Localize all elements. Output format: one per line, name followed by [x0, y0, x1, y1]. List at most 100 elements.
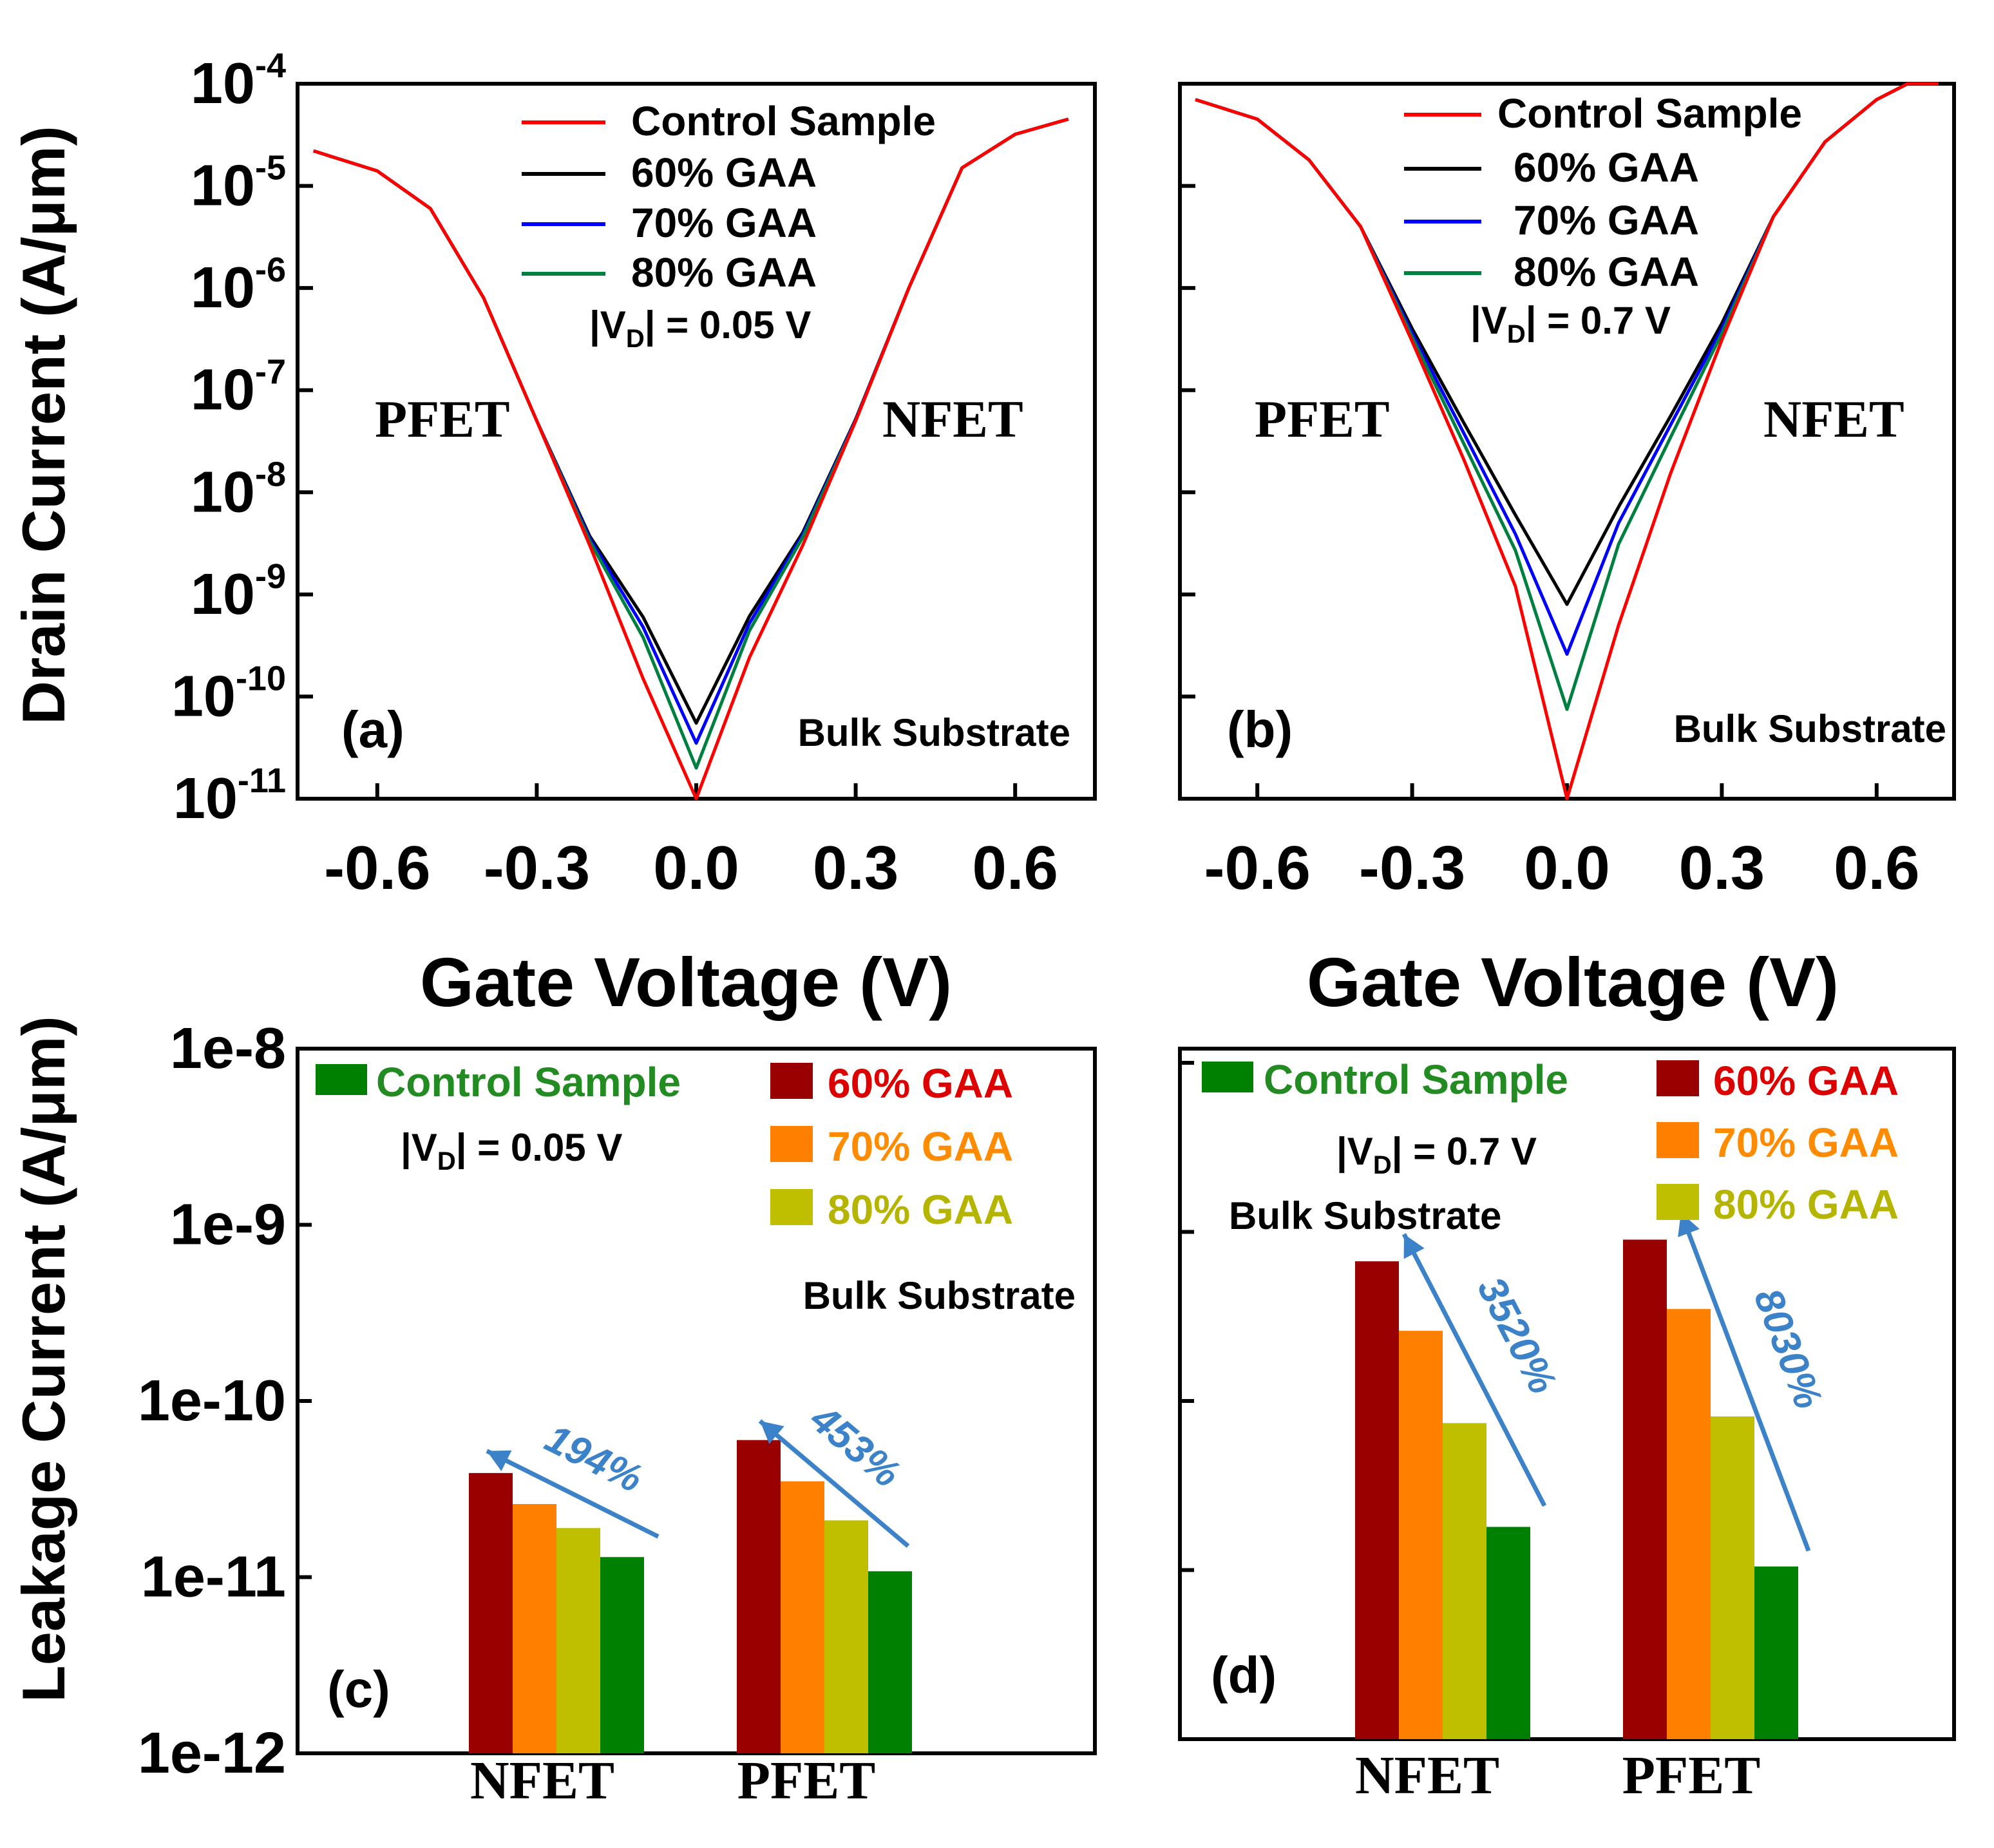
y-axis-label-bottom: Leakage Current (A/μm) [10, 1016, 77, 1702]
legend-label-70-c: 70% GAA [828, 1123, 1013, 1170]
bar-nfet-80-gaa-d [1443, 1423, 1486, 1739]
legend-a: Control Sample 60% GAA 70% GAA 80% GAA [522, 98, 936, 296]
y-tick-label-c: 1e-9 [170, 1193, 286, 1257]
y-ticks-d [1180, 1061, 1194, 1741]
substrate-label-d: Bulk Substrate [1229, 1194, 1501, 1237]
y-tick-label-a: 10-7 [191, 353, 286, 423]
bar-pfet-60-gaa-d [1623, 1239, 1667, 1739]
x-tick-label-b: -0.3 [1359, 834, 1465, 902]
legend-swatch-70-c [770, 1126, 813, 1162]
legend-label-60-d: 60% GAA [1713, 1058, 1899, 1104]
legend-swatch-control-c [316, 1064, 367, 1095]
series-lines-a [313, 117, 1069, 801]
legend-swatch-control-d [1202, 1062, 1253, 1092]
x-tick-label-b: 0.6 [1834, 834, 1919, 902]
panel-b: -0.6 -0.3 0.0 0.3 0.6 Control Sample 60% GAA… [1178, 82, 1956, 902]
legend-label-80-a: 80% GAA [631, 249, 817, 296]
condition-label-b: |VD| = 0.7 V [1470, 299, 1671, 348]
trend-arrow-1-d [1401, 1233, 1547, 1507]
series-lines-b [1195, 82, 1939, 801]
legend-c: Control Sample 60% GAA 70% GAA 80% GAA [316, 1059, 1013, 1233]
trend-arrowhead-1-d [1403, 1234, 1425, 1259]
percent-annotation-2-d: 8030% [1745, 1282, 1831, 1415]
condition-label-c: |VD| = 0.05 V [401, 1126, 622, 1176]
x-ticks-a: -0.6 -0.3 0.0 0.3 0.6 [324, 783, 1058, 902]
y-tick-label-a: 10-8 [191, 455, 286, 524]
plot-frame-d [1178, 1047, 1956, 1741]
bar-pfet-control-sample-c [868, 1571, 912, 1753]
trend-arrow-2-d [1678, 1212, 1811, 1552]
category-label-nfet-d: NFET [1355, 1746, 1499, 1805]
legend-label-60-a: 60% GAA [631, 149, 817, 196]
legend-label-70-b: 70% GAA [1514, 197, 1699, 243]
y-ticks-a: 10-4 10-5 10-6 10-7 10-8 10-9 10-10 10-11 [171, 46, 313, 831]
bar-pfet-70-gaa-d [1667, 1309, 1711, 1739]
legend-b: Control Sample 60% GAA 70% GAA 80% GAA [1404, 90, 1802, 295]
condition-label-a: |VD| = 0.05 V [589, 303, 811, 353]
series-line-control-sample-b [1195, 82, 1939, 801]
bars-c [469, 1440, 912, 1753]
y-tick-label-c: 1e-11 [141, 1545, 286, 1610]
legend-label-control-c: Control Sample [376, 1059, 681, 1105]
series-line-control-sample-a [313, 117, 1069, 801]
bars-d [1355, 1239, 1798, 1739]
x-axis-label-a: Gate Voltage (V) [420, 943, 952, 1021]
y-axis-label-top: Drain Current (A/μm) [10, 126, 77, 725]
y-tick-label-a: 10-5 [191, 149, 286, 218]
bar-nfet-60-gaa-c [469, 1472, 513, 1753]
percent-annotation-1-d: 3520% [1468, 1270, 1565, 1401]
legend-label-control-d: Control Sample [1264, 1056, 1568, 1103]
category-label-nfet-c: NFET [470, 1751, 614, 1811]
bar-pfet-80-gaa-c [824, 1520, 868, 1753]
legend-swatch-60-d [1657, 1060, 1699, 1096]
y-ticks-b [1180, 82, 1195, 801]
bar-nfet-70-gaa-c [513, 1504, 556, 1753]
trend-arrowhead-2-c [760, 1421, 784, 1444]
legend-swatch-60-c [770, 1063, 813, 1099]
legend-label-80-b: 80% GAA [1514, 249, 1699, 295]
legend-label-60-c: 60% GAA [828, 1060, 1013, 1107]
y-tick-label-a: 10-10 [171, 659, 286, 729]
y-tick-label-c: 1e-8 [170, 1016, 286, 1081]
legend-label-control-a: Control Sample [631, 98, 936, 144]
legend-swatch-70-d [1657, 1122, 1699, 1158]
panel-c: 1e-8 1e-9 1e-10 1e-11 1e-12 194% 453% Control… [138, 1016, 1097, 1811]
y-tick-label-a: 10-4 [191, 46, 286, 116]
legend-label-70-d: 70% GAA [1713, 1119, 1899, 1166]
legend-label-control-b: Control Sample [1497, 90, 1802, 137]
y-tick-label-a: 10-6 [191, 251, 286, 320]
category-label-pfet-d: PFET [1622, 1746, 1761, 1805]
legend-swatch-80-c [770, 1189, 813, 1225]
bar-pfet-60-gaa-c [737, 1440, 781, 1753]
region-label-pfet-b: PFET [1255, 390, 1390, 448]
x-tick-label-b: 0.3 [1679, 834, 1765, 902]
legend-swatch-80-d [1657, 1184, 1699, 1220]
legend-d: Control Sample 60% GAA 70% GAA 80% GAA [1202, 1056, 1899, 1228]
x-tick-label-a: -0.6 [324, 834, 430, 902]
substrate-label-b: Bulk Substrate [1674, 707, 1946, 750]
bar-nfet-control-sample-c [600, 1557, 644, 1753]
trend-arrow-2-c [758, 1419, 910, 1548]
y-tick-label-a: 10-9 [191, 557, 286, 627]
percent-annotation-2-c: 453% [801, 1396, 909, 1496]
x-tick-label-a: 0.0 [653, 834, 739, 902]
legend-label-60-b: 60% GAA [1514, 144, 1699, 191]
bar-nfet-70-gaa-d [1399, 1331, 1443, 1739]
legend-label-70-a: 70% GAA [631, 200, 817, 246]
y-tick-label-c: 1e-12 [138, 1721, 286, 1786]
bar-pfet-control-sample-d [1754, 1566, 1798, 1739]
panel-a: 10-4 10-5 10-6 10-7 10-8 10-9 10-10 10-11 -0.6-… [171, 46, 1097, 902]
x-tick-label-a: 0.6 [972, 834, 1058, 902]
panel-label-c: (c) [327, 1661, 390, 1718]
legend-label-80-d: 80% GAA [1713, 1181, 1899, 1228]
x-tick-label-a: -0.3 [484, 834, 590, 902]
bar-nfet-60-gaa-d [1355, 1261, 1399, 1739]
panel-d: 3520% 8030% Control Sample 60% GAA 70% GA… [1178, 1047, 1956, 1805]
bar-nfet-control-sample-d [1486, 1527, 1530, 1739]
panel-label-a: (a) [341, 701, 404, 758]
substrate-label-c: Bulk Substrate [803, 1274, 1076, 1317]
x-tick-label-b: 0.0 [1524, 834, 1609, 902]
y-tick-label-c: 1e-10 [138, 1369, 286, 1433]
y-tick-label-a: 10-11 [173, 761, 286, 831]
